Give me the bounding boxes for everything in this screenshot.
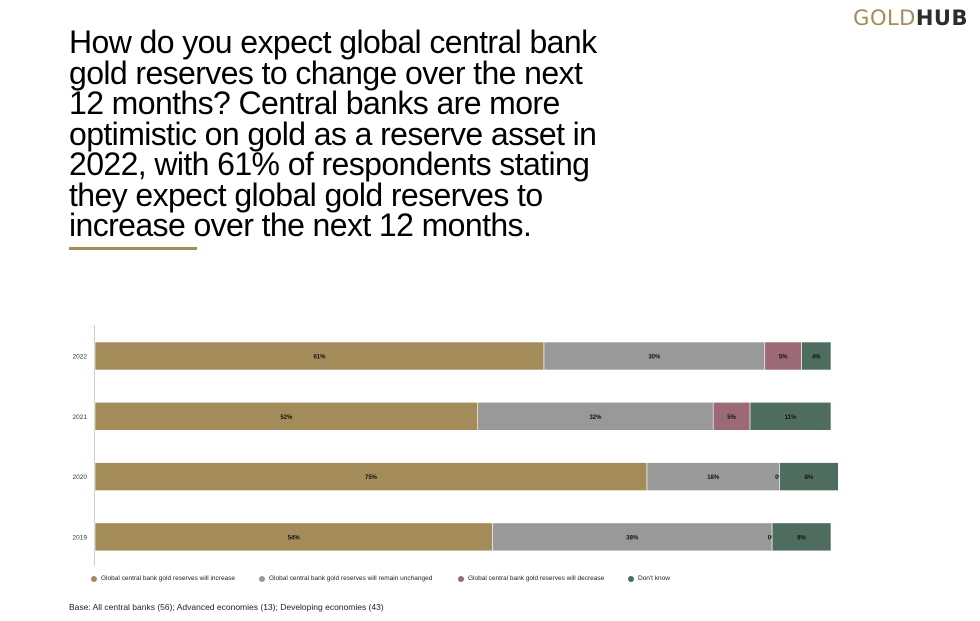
- bar-segment: [492, 522, 773, 552]
- data-label: 32%: [589, 415, 602, 421]
- y-tick-label: 2020: [73, 474, 88, 481]
- title-underline: [69, 247, 197, 250]
- data-label: 4%: [812, 355, 821, 361]
- logo-hub-text: HUB: [915, 6, 968, 30]
- legend-swatch: [91, 575, 97, 582]
- bar-segment: [801, 341, 832, 371]
- data-label: 52%: [280, 415, 293, 421]
- data-label: 61%: [313, 355, 326, 361]
- legend-swatch: [259, 575, 265, 582]
- legend-swatch: [458, 575, 464, 582]
- bar-segment: [779, 462, 839, 491]
- logo-gold-text: GOLD: [853, 6, 916, 30]
- y-tick-label: 2022: [73, 354, 88, 361]
- y-tick-label: 2019: [73, 534, 88, 541]
- data-label: 38%: [626, 535, 639, 541]
- data-label: 11%: [785, 415, 797, 421]
- base-note: Base: All central banks (56); Advanced e…: [69, 602, 384, 612]
- bar-segment: [94, 401, 479, 431]
- data-label: 5%: [779, 355, 788, 361]
- bar-segment: [94, 462, 648, 491]
- y-tick-label: 2021: [73, 414, 88, 421]
- data-label: 54%: [288, 535, 301, 541]
- legend-label: Global central bank gold reserves will i…: [101, 575, 236, 582]
- chart-legend: Global central bank gold reserves will i…: [0, 575, 980, 587]
- data-label: 8%: [805, 475, 814, 481]
- bar-segment: [94, 341, 545, 371]
- page-title: How do you expect global central bank go…: [69, 24, 597, 243]
- bar-segment: [94, 522, 493, 552]
- bar-segment: [749, 401, 832, 431]
- bar-segment: [764, 341, 802, 371]
- data-label: 5%: [727, 415, 736, 421]
- legend-swatch: [628, 575, 634, 582]
- data-label: 18%: [707, 475, 720, 481]
- legend-label: Global central bank gold reserves will r…: [269, 575, 433, 582]
- legend-label: Global central bank gold reserves will d…: [468, 575, 605, 582]
- legend-label: Don't know: [638, 575, 670, 582]
- legend-item: Global central bank gold reserves will i…: [91, 575, 235, 582]
- data-label: 8%: [797, 535, 806, 541]
- goldhub-logo[interactable]: GOLDHUB: [853, 6, 968, 30]
- bar-segment: [771, 522, 832, 552]
- bar-segment: [646, 462, 780, 491]
- data-label: 30%: [648, 355, 661, 361]
- bar-segment: [712, 401, 751, 431]
- legend-item: Global central bank gold reserves will d…: [458, 575, 604, 582]
- legend-item: Don't know: [628, 575, 670, 582]
- data-label: 75%: [365, 475, 378, 481]
- bar-segment: [543, 341, 766, 371]
- legend-item: Global central bank gold reserves will r…: [259, 575, 432, 582]
- bar-segment: [477, 401, 714, 431]
